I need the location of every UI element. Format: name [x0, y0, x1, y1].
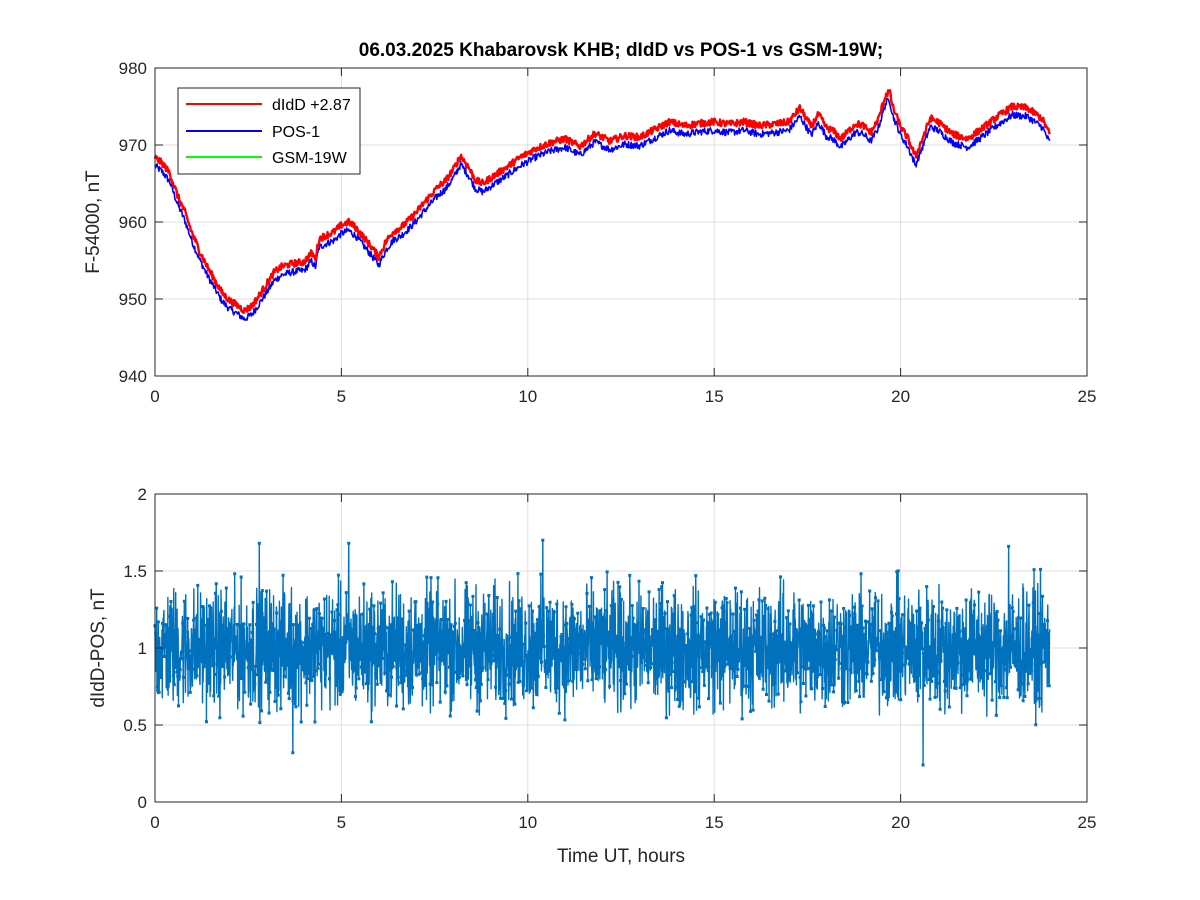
- top-axes: 0 5 10 15 20 25 940 950 960 970 980 06.03.2025 Kha…: [83, 40, 1096, 406]
- bottom-x-axis-label: Time UT, hours: [557, 846, 685, 867]
- bottom-axes-ticks: 0 5 10 15 20 25 0 0.5 1 1.5 2: [123, 485, 1096, 832]
- bottom-y-tick-label: 0: [138, 793, 147, 812]
- legend-label-pos1: POS-1: [272, 124, 320, 141]
- top-x-tick-label: 5: [337, 387, 346, 406]
- top-y-axis-label: F-54000, nT: [83, 170, 104, 274]
- bottom-x-tick-label: 5: [337, 813, 346, 832]
- bottom-y-tick-label: 2: [138, 485, 147, 504]
- bottom-y-tick-label: 0.5: [123, 716, 147, 735]
- bottom-axes-series: [153, 538, 1051, 767]
- top-y-tick-label: 980: [119, 59, 147, 78]
- top-axes-series: [153, 89, 1051, 321]
- legend-label-gsm19w: GSM-19W: [272, 150, 348, 167]
- bottom-x-tick-label: 15: [705, 813, 724, 832]
- bottom-axes: 0 5 10 15 20 25 0 0.5 1 1.5 2 Time UT, hours dIdD-…: [88, 485, 1096, 867]
- bottom-x-tick-label: 20: [891, 813, 910, 832]
- top-x-tick-label: 15: [705, 387, 724, 406]
- bottom-y-axis-label: dIdD-POS, nT: [88, 588, 109, 708]
- top-y-tick-label: 950: [119, 290, 147, 309]
- series-line-didd-2-87: [153, 89, 1051, 314]
- bottom-y-tick-label: 1.5: [123, 562, 147, 581]
- top-axes-ticks: 0 5 10 15 20 25 940 950 960 970 980: [119, 59, 1097, 406]
- bottom-x-tick-label: 25: [1078, 813, 1097, 832]
- bottom-x-tick-label: 10: [518, 813, 537, 832]
- top-x-tick-label: 10: [518, 387, 537, 406]
- top-y-tick-label: 970: [119, 136, 147, 155]
- legend-label-didd: dIdD +2.87: [272, 97, 351, 114]
- legend: dIdD +2.87 POS-1 GSM-19W: [177, 87, 361, 175]
- top-x-tick-label: 0: [150, 387, 159, 406]
- top-x-tick-label: 25: [1078, 387, 1097, 406]
- bottom-x-tick-label: 0: [150, 813, 159, 832]
- bottom-y-tick-label: 1: [138, 639, 147, 658]
- series-line-pos-1: [154, 97, 1051, 321]
- series-line-didd-pos: [154, 539, 1051, 766]
- top-y-tick-label: 960: [119, 213, 147, 232]
- top-chart-title: 06.03.2025 Khabarovsk KHB; dIdD vs POS-1…: [359, 40, 883, 61]
- top-y-tick-label: 940: [119, 367, 147, 386]
- top-x-tick-label: 20: [891, 387, 910, 406]
